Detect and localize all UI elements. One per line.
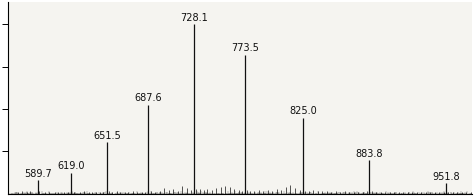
Text: 728.1: 728.1 bbox=[180, 13, 208, 23]
Text: 951.8: 951.8 bbox=[432, 172, 460, 181]
Text: 687.6: 687.6 bbox=[134, 93, 162, 103]
Text: 773.5: 773.5 bbox=[231, 43, 259, 53]
Text: 651.5: 651.5 bbox=[93, 131, 121, 141]
Text: 825.0: 825.0 bbox=[289, 106, 317, 116]
Text: 589.7: 589.7 bbox=[24, 169, 52, 179]
Text: 883.8: 883.8 bbox=[356, 149, 383, 159]
Text: 619.0: 619.0 bbox=[57, 161, 84, 171]
